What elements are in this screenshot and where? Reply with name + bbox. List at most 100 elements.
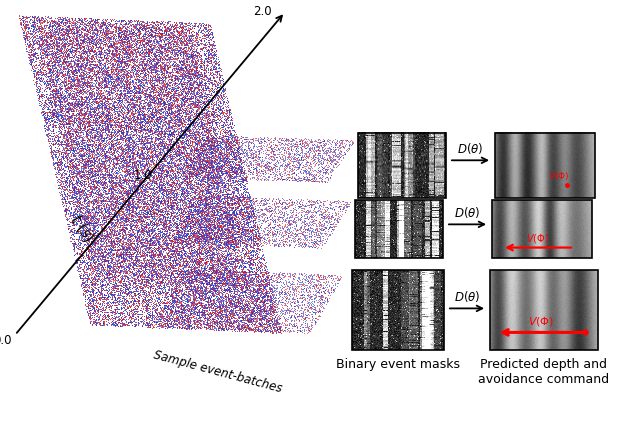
Point bbox=[109, 284, 119, 291]
Point bbox=[175, 295, 185, 302]
Point bbox=[38, 39, 49, 46]
Point bbox=[142, 143, 152, 150]
Point bbox=[70, 42, 81, 48]
Point bbox=[243, 315, 253, 321]
Point bbox=[181, 241, 191, 248]
Point bbox=[113, 156, 124, 163]
Point bbox=[145, 207, 155, 214]
Point bbox=[228, 315, 239, 321]
Point bbox=[179, 105, 189, 112]
Point bbox=[84, 97, 95, 104]
Point bbox=[162, 318, 172, 325]
Point bbox=[148, 96, 159, 103]
Point bbox=[64, 84, 74, 91]
Point bbox=[94, 84, 104, 91]
Point bbox=[140, 258, 150, 265]
Point bbox=[189, 145, 199, 152]
Point bbox=[221, 118, 232, 125]
Point bbox=[212, 175, 223, 181]
Point bbox=[188, 194, 198, 201]
Point bbox=[102, 254, 112, 261]
Point bbox=[211, 208, 221, 214]
Point bbox=[50, 18, 60, 25]
Point bbox=[184, 291, 195, 297]
Point bbox=[252, 273, 262, 280]
Point bbox=[316, 205, 326, 212]
Point bbox=[129, 47, 139, 54]
Point bbox=[188, 51, 198, 57]
Point bbox=[200, 222, 211, 229]
Point bbox=[74, 30, 84, 37]
Point bbox=[230, 280, 240, 287]
Point bbox=[118, 117, 129, 124]
Point bbox=[89, 249, 99, 256]
Point bbox=[79, 124, 90, 131]
Point bbox=[111, 267, 121, 274]
Point bbox=[108, 78, 118, 85]
Point bbox=[218, 99, 228, 106]
Point bbox=[151, 218, 161, 225]
Point bbox=[169, 161, 179, 168]
Point bbox=[127, 37, 137, 44]
Point bbox=[248, 156, 259, 163]
Point bbox=[174, 322, 184, 329]
Point bbox=[197, 71, 207, 78]
Point bbox=[38, 92, 49, 98]
Point bbox=[184, 237, 195, 244]
Point bbox=[127, 187, 137, 194]
Point bbox=[124, 259, 134, 266]
Point bbox=[109, 115, 119, 122]
Point bbox=[81, 191, 92, 198]
Point bbox=[155, 42, 165, 49]
Point bbox=[104, 49, 114, 56]
Point bbox=[112, 216, 122, 223]
Point bbox=[122, 163, 132, 170]
Point bbox=[155, 131, 165, 137]
Point bbox=[132, 134, 142, 140]
Point bbox=[212, 231, 222, 238]
Point bbox=[70, 36, 80, 42]
Point bbox=[105, 197, 115, 204]
Point bbox=[240, 226, 250, 232]
Point bbox=[76, 166, 86, 172]
Point bbox=[204, 301, 214, 308]
Point bbox=[211, 251, 221, 258]
Point bbox=[83, 158, 93, 165]
Point bbox=[202, 256, 212, 262]
Point bbox=[129, 63, 139, 70]
Point bbox=[305, 165, 315, 172]
Point bbox=[198, 99, 209, 106]
Point bbox=[109, 34, 119, 41]
Point bbox=[207, 257, 218, 264]
Point bbox=[127, 107, 137, 114]
Point bbox=[141, 145, 151, 152]
Point bbox=[60, 180, 70, 187]
Point bbox=[109, 123, 120, 130]
Point bbox=[234, 201, 244, 208]
Point bbox=[166, 318, 176, 324]
Point bbox=[117, 118, 127, 125]
Point bbox=[246, 214, 257, 221]
Point bbox=[161, 170, 171, 177]
Point bbox=[72, 137, 83, 144]
Point bbox=[109, 50, 120, 57]
Point bbox=[178, 149, 188, 156]
Point bbox=[182, 59, 192, 65]
Point bbox=[146, 36, 156, 43]
Point bbox=[73, 99, 83, 106]
Point bbox=[115, 146, 125, 152]
Point bbox=[160, 181, 170, 188]
Point bbox=[200, 171, 211, 178]
Point bbox=[57, 95, 67, 101]
Point bbox=[125, 83, 135, 89]
Point bbox=[148, 143, 159, 150]
Point bbox=[74, 142, 84, 149]
Point bbox=[127, 232, 138, 239]
Point bbox=[162, 321, 172, 328]
Point bbox=[134, 193, 144, 200]
Point bbox=[158, 98, 168, 105]
Point bbox=[148, 36, 158, 43]
Point bbox=[202, 126, 212, 133]
Point bbox=[181, 321, 191, 328]
Point bbox=[166, 172, 177, 179]
